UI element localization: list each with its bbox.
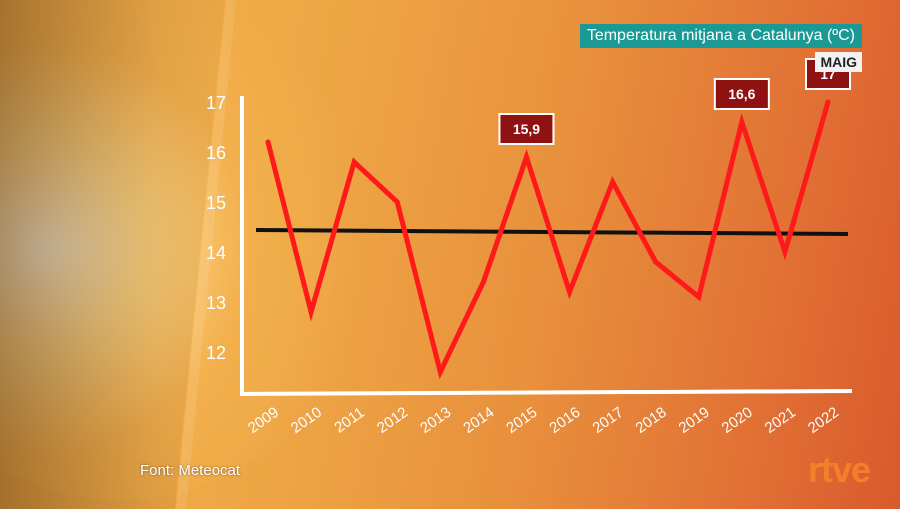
- y-tick-label: 14: [206, 243, 226, 263]
- x-tick-label: 2014: [460, 404, 497, 437]
- temperature-series-line: [265, 101, 831, 380]
- x-tick-label: 2016: [546, 404, 583, 437]
- x-tick-label: 2019: [676, 404, 713, 437]
- y-tick-label: 15: [206, 193, 226, 213]
- data-point: [610, 179, 616, 185]
- y-tick-label: 12: [206, 343, 226, 363]
- data-point: [782, 249, 788, 255]
- data-point: [696, 294, 702, 300]
- chart-title: Temperatura mitjana a Catalunya (ºC): [579, 24, 862, 48]
- source-note: Font: Meteocat: [140, 462, 241, 479]
- x-tick-label: 2009: [245, 404, 282, 437]
- x-tick-label: 2018: [633, 404, 670, 437]
- data-point: [265, 139, 271, 145]
- data-point: [567, 289, 573, 295]
- x-tick-label: 2012: [374, 404, 411, 437]
- y-tick-label: 13: [206, 293, 226, 313]
- chart-subtitle: MAIG: [815, 52, 862, 72]
- data-label: 16,6: [728, 86, 755, 102]
- x-tick-label: 2022: [805, 404, 842, 437]
- x-tick-label: 2021: [762, 404, 799, 437]
- x-tick-label: 2013: [417, 404, 454, 437]
- data-point: [351, 159, 357, 165]
- data-point: [739, 119, 745, 125]
- data-point: [825, 99, 831, 105]
- data-point: [308, 309, 314, 315]
- data-label-box: [498, 113, 555, 145]
- x-tick-label: 2020: [719, 404, 756, 437]
- x-tick-label: 2015: [503, 404, 540, 437]
- data-point: [394, 199, 400, 205]
- data-label: 15,9: [513, 121, 540, 137]
- data-label-box: [713, 78, 770, 110]
- data-point: [523, 154, 529, 160]
- x-tick-label: 2010: [288, 404, 325, 437]
- rtve-logo: rtve: [808, 449, 871, 490]
- x-tick-label: 2011: [331, 404, 367, 436]
- x-tick-label: 2017: [589, 404, 626, 437]
- y-tick-label: 16: [206, 143, 226, 163]
- y-tick-label: 17: [206, 93, 226, 113]
- data-point: [653, 259, 659, 265]
- data-point: [480, 279, 486, 285]
- data-point: [437, 369, 443, 375]
- x-axis: [239, 389, 853, 396]
